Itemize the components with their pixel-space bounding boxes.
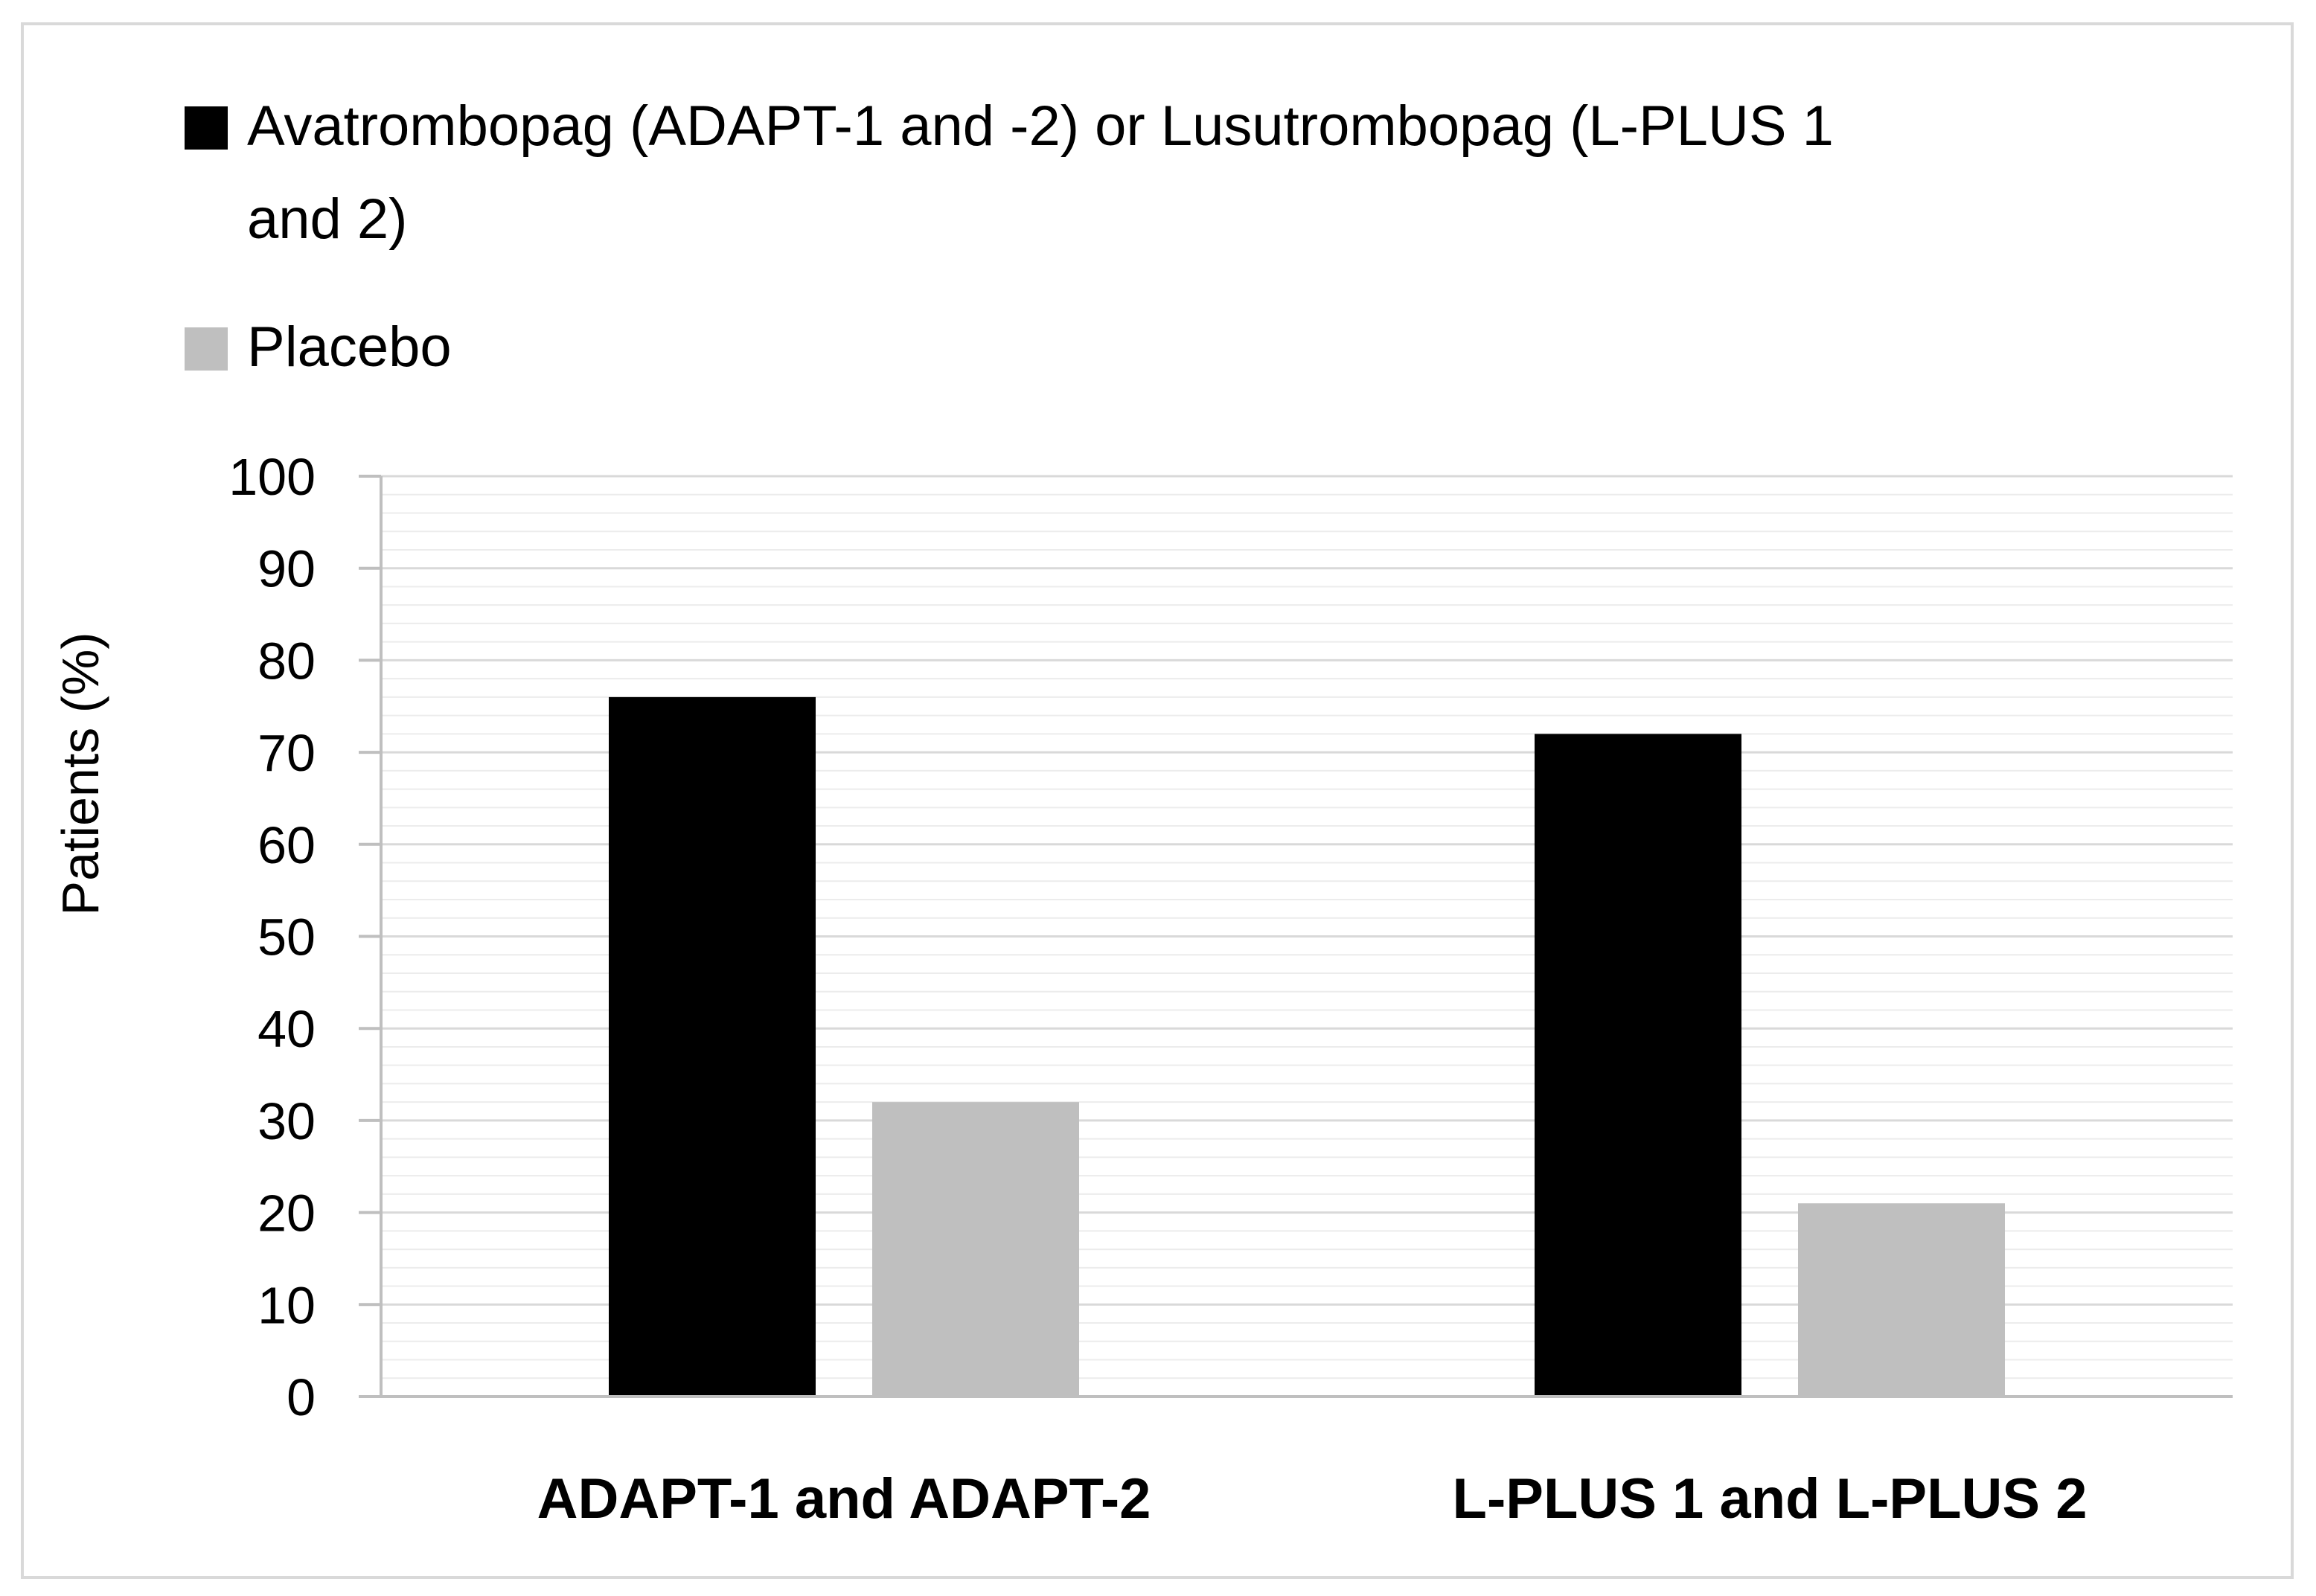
y-tick-label: 30 bbox=[257, 1092, 316, 1150]
legend-label-treatment: and 2) bbox=[247, 188, 408, 251]
y-axis-label: Patients (%) bbox=[51, 632, 109, 915]
legend-label-treatment: Avatrombopag (ADAPT-1 and -2) or Lusutro… bbox=[247, 94, 1834, 158]
x-category-labels: ADAPT-1 and ADAPT-2 L-PLUS 1 and L-PLUS 2 bbox=[537, 1467, 2088, 1531]
x-category-label: L-PLUS 1 and L-PLUS 2 bbox=[1453, 1467, 2088, 1531]
y-tick-labels: 0 10 20 30 40 50 60 70 80 90 100 bbox=[228, 448, 316, 1426]
bar-placebo-2 bbox=[1798, 1203, 2005, 1397]
y-tick-label: 60 bbox=[257, 816, 316, 874]
bars bbox=[609, 696, 2005, 1397]
bar-treatment-1 bbox=[609, 696, 816, 1397]
x-category-label: ADAPT-1 and ADAPT-2 bbox=[537, 1467, 1151, 1531]
y-tick-label: 80 bbox=[257, 632, 316, 690]
y-tick-label: 70 bbox=[257, 724, 316, 782]
y-tick-label: 50 bbox=[257, 908, 316, 967]
y-tick-label: 0 bbox=[287, 1368, 316, 1426]
y-tick-label: 90 bbox=[257, 540, 316, 598]
y-tick-label: 100 bbox=[228, 448, 316, 506]
legend: Avatrombopag (ADAPT-1 and -2) or Lusutro… bbox=[185, 94, 1834, 379]
bar-treatment-2 bbox=[1535, 734, 1741, 1397]
bar-placebo-1 bbox=[872, 1102, 1079, 1397]
y-tick-label: 40 bbox=[257, 1000, 316, 1058]
y-tick-label: 20 bbox=[257, 1185, 316, 1243]
legend-swatch-placebo bbox=[185, 327, 228, 371]
y-tick-label: 10 bbox=[257, 1276, 316, 1334]
legend-label-placebo: Placebo bbox=[247, 315, 452, 379]
legend-swatch-treatment bbox=[185, 106, 228, 150]
axes bbox=[359, 475, 2233, 1398]
